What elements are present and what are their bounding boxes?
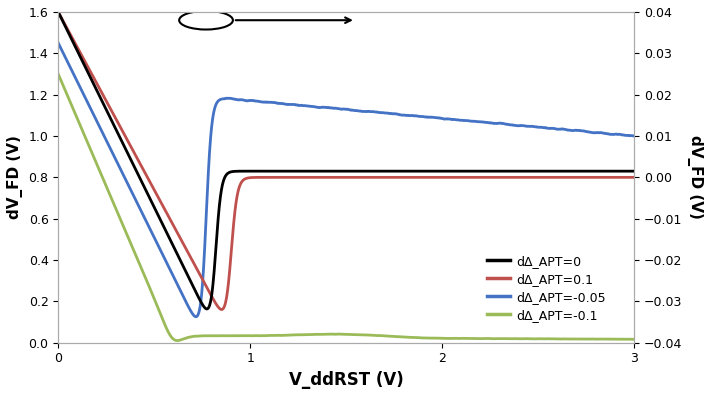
- Y-axis label: dV_FD (V): dV_FD (V): [687, 135, 703, 219]
- Legend: dΔ_APT=0, dΔ_APT=0.1, dΔ_APT=-0.05, dΔ_APT=-0.1: dΔ_APT=0, dΔ_APT=0.1, dΔ_APT=-0.05, dΔ_A…: [482, 249, 611, 327]
- Y-axis label: dV_FD (V): dV_FD (V): [7, 135, 23, 219]
- X-axis label: V_ddRST (V): V_ddRST (V): [289, 371, 403, 389]
